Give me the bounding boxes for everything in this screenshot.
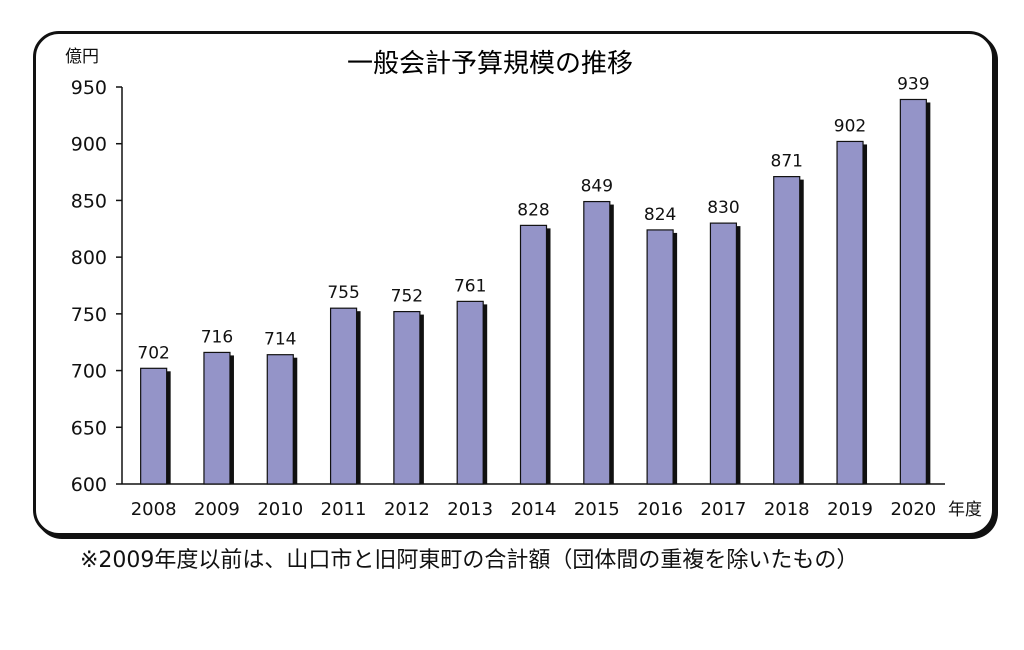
data-label: 755 [327,283,359,303]
data-label: 714 [264,330,296,350]
data-label: 849 [581,177,613,197]
y-tick-label: 900 [71,134,107,156]
bar [773,176,801,485]
y-tick-label: 750 [71,304,107,326]
x-tick-label: 2019 [827,499,873,520]
data-label: 824 [644,205,676,225]
bar [393,310,421,485]
bar [899,98,927,485]
bar [646,229,674,485]
data-label: 871 [771,152,803,172]
x-tick-label: 2020 [890,499,936,520]
x-tick-label: 2017 [701,499,747,520]
data-labels: 702 716 714 755 752 761 828 849 824 830 871 902 939 [137,74,929,363]
x-tick-label: 2015 [574,499,620,520]
y-tick-label: 950 [71,77,107,99]
y-axis-unit: 億円 [65,47,99,67]
x-tick-label: 2012 [384,499,430,520]
bar [203,351,231,485]
footnote: ※2009年度以前は、山口市と旧阿東町の合計額（団体間の重複を除いたもの） [80,548,859,573]
bar [583,200,611,485]
bar [140,367,168,485]
y-ticks: 600 650 700 750 800 850 900 950 [71,77,122,496]
bar [266,354,294,485]
x-tick-label: 2008 [131,499,177,520]
data-label: 828 [517,200,549,220]
data-label: 702 [137,343,169,363]
y-tick-label: 650 [71,417,107,439]
data-label: 761 [454,276,486,296]
category-labels: 2008 2009 2010 2011 2012 2013 2014 2015 2016 2017… [131,499,937,520]
data-label: 939 [897,74,929,94]
bar [836,140,864,485]
x-tick-label: 2018 [764,499,810,520]
y-tick-label: 700 [71,361,107,383]
x-tick-label: 2013 [447,499,493,520]
bar [519,224,548,485]
bar [329,307,358,485]
data-label: 830 [707,198,739,218]
bar-chart: 一般会計予算規模の推移 億円 年度 600 650 700 750 800 850 900 9… [65,47,982,520]
bar [709,222,738,485]
bars [140,98,931,485]
x-tick-label: 2009 [194,499,240,520]
chart-title: 一般会計予算規模の推移 [347,49,633,79]
x-tick-label: 2010 [257,499,303,520]
data-label: 752 [391,287,423,307]
x-axis-unit: 年度 [948,500,982,520]
chart-frame [33,31,995,536]
data-label: 716 [201,327,233,347]
y-tick-label: 600 [71,474,107,496]
bar [456,300,484,485]
x-tick-label: 2014 [511,499,557,520]
y-tick-label: 850 [71,190,107,212]
data-label: 902 [834,116,866,136]
x-tick-label: 2016 [637,499,683,520]
y-tick-label: 800 [71,247,107,269]
x-tick-label: 2011 [321,499,367,520]
